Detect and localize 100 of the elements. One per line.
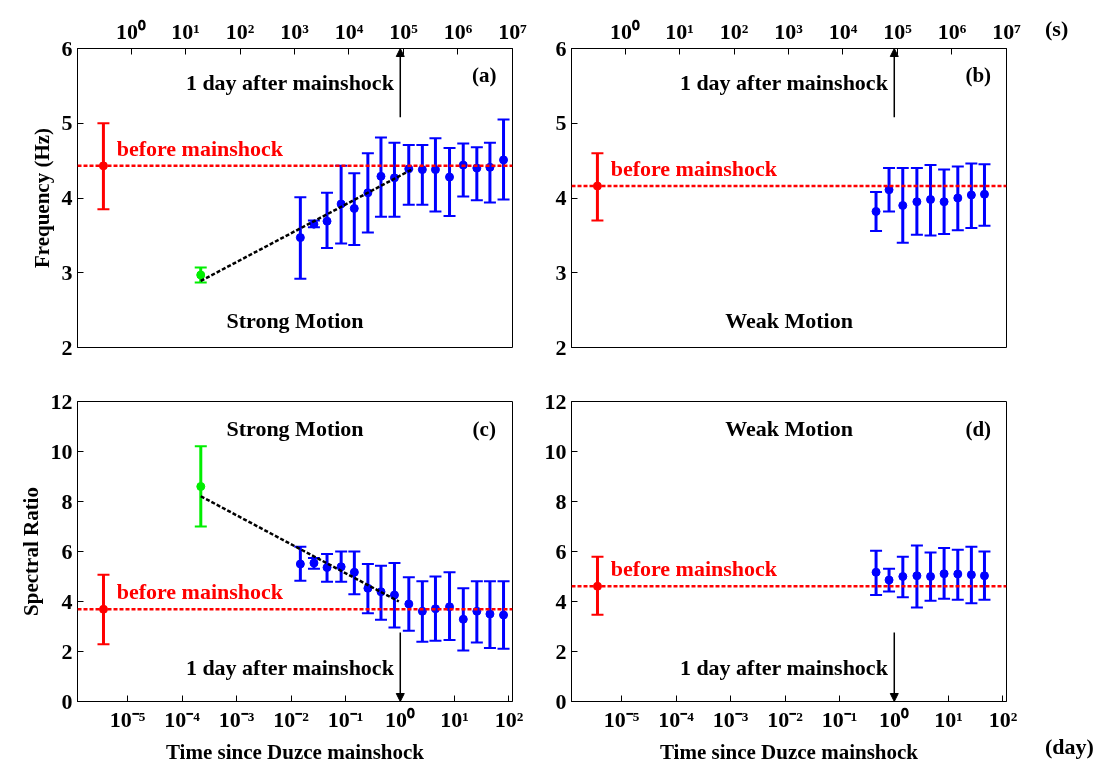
x-tick-label: 10⁷: [498, 18, 528, 44]
x-tick-label: 10⁻¹: [821, 706, 858, 732]
point: [966, 570, 976, 580]
point: [376, 171, 386, 181]
x-tick-label: 10¹: [934, 706, 963, 732]
text: (c): [472, 416, 496, 441]
x-tick-label: 10⁻⁵: [603, 706, 640, 732]
x-tick-label: 10⁰: [385, 706, 416, 732]
point: [430, 165, 440, 175]
point: [953, 569, 963, 579]
y-tick-label: 5: [555, 110, 567, 136]
x-tick-label: 10⁵: [389, 18, 419, 44]
x-axis-title: Time since Duzce mainshock: [659, 739, 919, 764]
point: [979, 571, 989, 581]
annotation: 1 day after mainshock: [185, 654, 395, 680]
y-tick-label: 12: [544, 388, 567, 414]
text: (d): [965, 416, 992, 441]
y-tick-label: 4: [61, 588, 73, 614]
y-tick-label: 8: [555, 488, 567, 514]
x-tick-label: 10²: [494, 706, 524, 732]
y-tick-label: 10: [544, 438, 567, 464]
point: [912, 197, 922, 207]
point: [445, 172, 455, 182]
point: [939, 197, 949, 207]
text: (b): [965, 63, 992, 88]
x-axis-title: (s): [1045, 15, 1069, 43]
point: [884, 185, 894, 195]
y-axis-title: Spectral Ratio: [18, 487, 43, 616]
y-tick-label: 5: [61, 110, 73, 136]
x-tick-label: 10⁰: [610, 18, 641, 44]
y-tick-label: 2: [61, 334, 73, 360]
y-tick-label: 4: [61, 185, 73, 210]
y-axis-title: Frequency (Hz): [29, 127, 54, 269]
text: Strong Motion: [226, 308, 364, 334]
y-tick-label: 3: [555, 259, 567, 285]
text: Strong Motion: [226, 416, 364, 441]
y-tick-label: 8: [61, 488, 73, 514]
y-tick-label: 4: [555, 185, 567, 210]
x-tick-label: 10⁰: [879, 706, 910, 732]
point: [349, 567, 359, 577]
x-tick-label: 10⁻³: [712, 706, 749, 732]
point: [926, 572, 936, 581]
x-tick-label: 10⁻²: [273, 706, 310, 732]
x-tick-label: 10⁰: [116, 18, 147, 44]
y-tick-label: 2: [555, 334, 567, 360]
point: [485, 609, 495, 619]
point: [953, 193, 963, 203]
y-tick-label: 6: [555, 35, 567, 61]
x-tick-label: 10⁻²: [767, 706, 804, 732]
x-tick-label: 10¹: [440, 706, 469, 732]
x-tick-label: 10⁴: [334, 18, 364, 44]
y-tick-label: 6: [61, 35, 73, 61]
annotation: 1 day after mainshock: [679, 654, 889, 680]
y-tick-label: 4: [555, 588, 567, 614]
ref-line-label: before mainshock: [116, 135, 284, 161]
ref-line-label: before mainshock: [610, 556, 778, 582]
x-tick-label: 10⁵: [883, 18, 913, 44]
point: [898, 200, 908, 210]
annotation: 1 day after mainshock: [185, 70, 395, 96]
x-axis-title: Time since Duzce mainshock: [165, 739, 425, 764]
x-tick-label: 10²: [988, 706, 1018, 732]
x-tick-label: 10²: [719, 18, 749, 44]
point: [898, 572, 908, 581]
point: [939, 569, 949, 579]
x-tick-label: 10⁴: [828, 18, 858, 44]
point: [349, 203, 359, 213]
point: [458, 614, 468, 624]
ref-line-label: before mainshock: [116, 579, 284, 605]
point: [912, 571, 922, 581]
x-tick-label: 10⁶: [443, 18, 473, 44]
point: [979, 189, 989, 199]
y-tick-label: 0: [61, 688, 73, 714]
y-tick-label: 2: [555, 638, 567, 664]
x-tick-label: 10⁶: [937, 18, 967, 44]
point: [295, 559, 305, 569]
x-tick-label: 10⁻¹: [327, 706, 364, 732]
point: [417, 165, 427, 175]
point: [404, 599, 414, 609]
x-tick-label: 10¹: [171, 18, 200, 44]
point: [871, 567, 881, 577]
x-tick-label: 10¹: [665, 18, 694, 44]
x-tick-label: 10²: [225, 18, 255, 44]
y-tick-label: 10: [50, 438, 73, 464]
x-tick-label: 10³: [774, 18, 804, 44]
x-tick-label: 10³: [280, 18, 310, 44]
y-tick-label: 0: [555, 688, 567, 714]
annotation: 1 day after mainshock: [679, 70, 889, 96]
y-tick-label: 2: [61, 638, 73, 664]
point: [499, 610, 509, 620]
text: (day): [1045, 733, 1094, 761]
point: [295, 233, 305, 243]
y-tick-label: 12: [50, 388, 73, 414]
point: [871, 206, 881, 216]
point: [322, 216, 332, 226]
x-tick-label: 10⁻⁵: [109, 706, 146, 732]
x-tick-label: 10⁷: [992, 18, 1022, 44]
text: Weak Motion: [725, 416, 853, 441]
x-tick-label: 10⁻³: [218, 706, 255, 732]
ref-line-label: before mainshock: [610, 156, 778, 182]
text: Weak Motion: [725, 308, 853, 334]
